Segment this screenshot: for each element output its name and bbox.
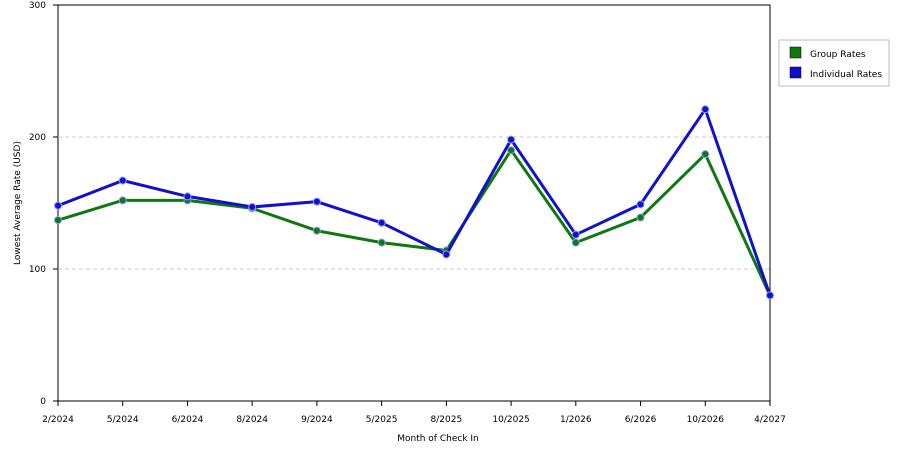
data-point (766, 291, 774, 300)
data-point (377, 238, 386, 247)
series-line (57, 148, 772, 297)
series-line (57, 107, 772, 296)
data-point (54, 216, 62, 225)
x-tick-label: 9/2024 (301, 415, 333, 425)
data-point (377, 218, 386, 227)
data-point (54, 201, 62, 210)
x-tick-label: 5/2024 (107, 415, 139, 425)
y-tick-label: 300 (29, 1, 46, 11)
legend-swatch (789, 66, 802, 79)
y-tick-label: 200 (29, 133, 46, 143)
x-axis-label: Month of Check In (397, 434, 479, 444)
data-point (701, 105, 710, 114)
x-tick-label: 1/2026 (560, 415, 592, 425)
data-point (248, 202, 257, 211)
data-point (442, 250, 451, 259)
legend-swatch (789, 46, 802, 59)
legend-label: Group Rates (810, 50, 866, 60)
x-tick-label: 10/2025 (492, 415, 529, 425)
y-tick-label: 100 (29, 265, 46, 275)
y-tick-label: 0 (40, 397, 46, 407)
data-point (636, 213, 645, 222)
data-point (312, 226, 321, 235)
plot-frame (57, 4, 771, 402)
data-point (312, 197, 321, 206)
data-point (636, 200, 645, 209)
x-tick-label: 8/2024 (236, 415, 268, 425)
data-point (507, 146, 516, 155)
data-point (118, 196, 127, 205)
data-point (571, 230, 580, 239)
data-point (118, 176, 127, 185)
x-tick-label: 2/2024 (42, 415, 74, 425)
data-point (701, 150, 710, 159)
data-point (507, 135, 516, 144)
legend-label: Individual Rates (810, 70, 882, 80)
x-tick-label: 8/2025 (431, 415, 463, 425)
x-tick-label: 4/2027 (754, 415, 786, 425)
x-tick-label: 10/2026 (687, 415, 725, 425)
y-axis-label: Lowest Average Rate (USD) (13, 141, 23, 265)
x-tick-label: 6/2026 (625, 415, 657, 425)
data-point (183, 192, 192, 201)
x-tick-label: 6/2024 (172, 415, 204, 425)
x-tick-label: 5/2025 (366, 415, 398, 425)
data-point (571, 238, 580, 247)
